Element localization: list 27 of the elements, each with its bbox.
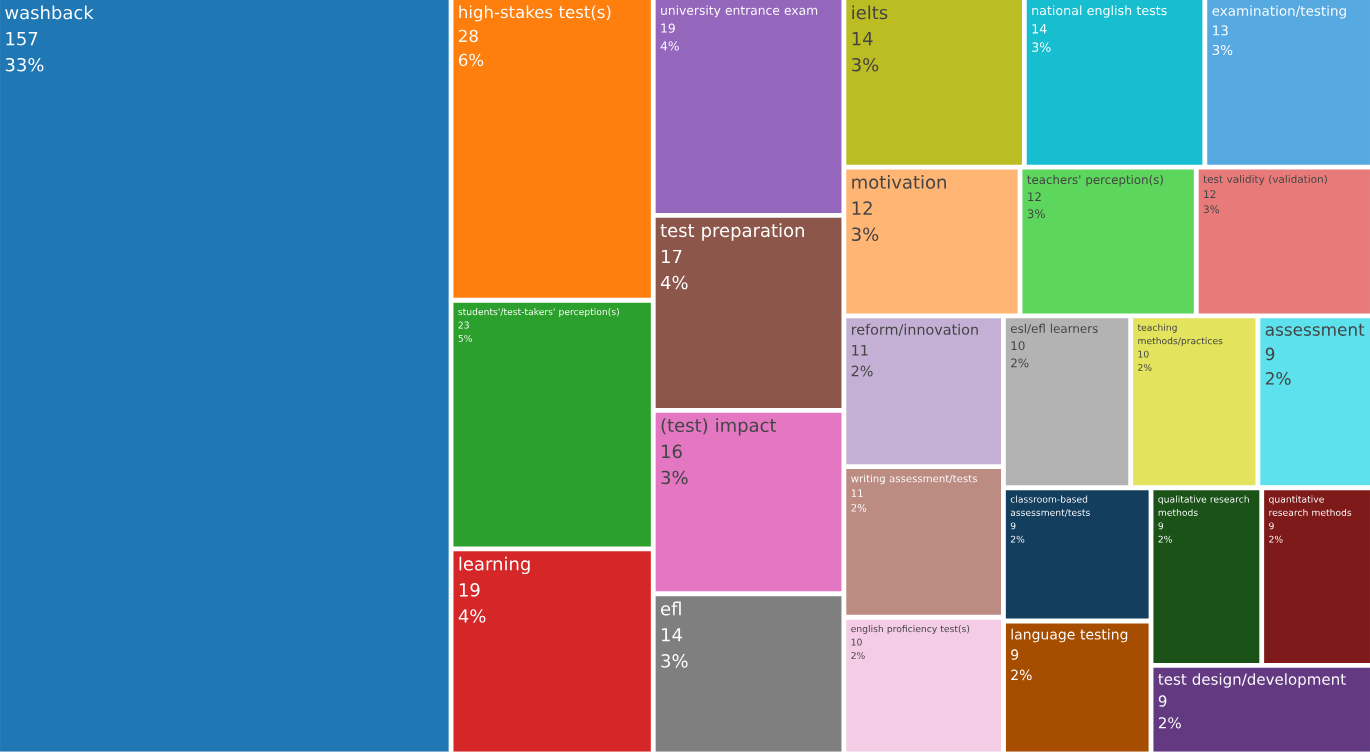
category-label: learning bbox=[459, 556, 530, 575]
text: 3% bbox=[661, 470, 688, 485]
text: 2% bbox=[1265, 372, 1291, 385]
category-label: motivation bbox=[852, 175, 946, 189]
category-label: (test) impact bbox=[661, 418, 777, 436]
text: 3% bbox=[852, 227, 879, 242]
text: 3% bbox=[661, 654, 688, 668]
data-label: 14 bbox=[852, 32, 873, 46]
text: 6% bbox=[459, 53, 484, 67]
text: 4% bbox=[458, 609, 486, 623]
text: 4% bbox=[660, 275, 688, 290]
category-label: test preparation bbox=[660, 223, 804, 241]
text: 33% bbox=[5, 58, 44, 72]
text: 3% bbox=[852, 58, 879, 72]
category-label: efl bbox=[661, 601, 681, 616]
data-label: 16 bbox=[662, 444, 682, 459]
data-label: 28 bbox=[459, 29, 478, 43]
category-label: washback bbox=[5, 5, 94, 20]
category-label: ielts bbox=[852, 5, 888, 20]
data-label: 157 bbox=[6, 32, 38, 46]
data-label: 9 bbox=[1265, 347, 1275, 361]
category-label: high-stakes test(s) bbox=[459, 5, 611, 22]
category-label: assessment bbox=[1265, 323, 1365, 336]
data-label: 17 bbox=[662, 249, 682, 264]
data-label: 19 bbox=[459, 583, 480, 597]
data-label: 12 bbox=[852, 201, 872, 215]
data-label: 14 bbox=[662, 628, 682, 642]
